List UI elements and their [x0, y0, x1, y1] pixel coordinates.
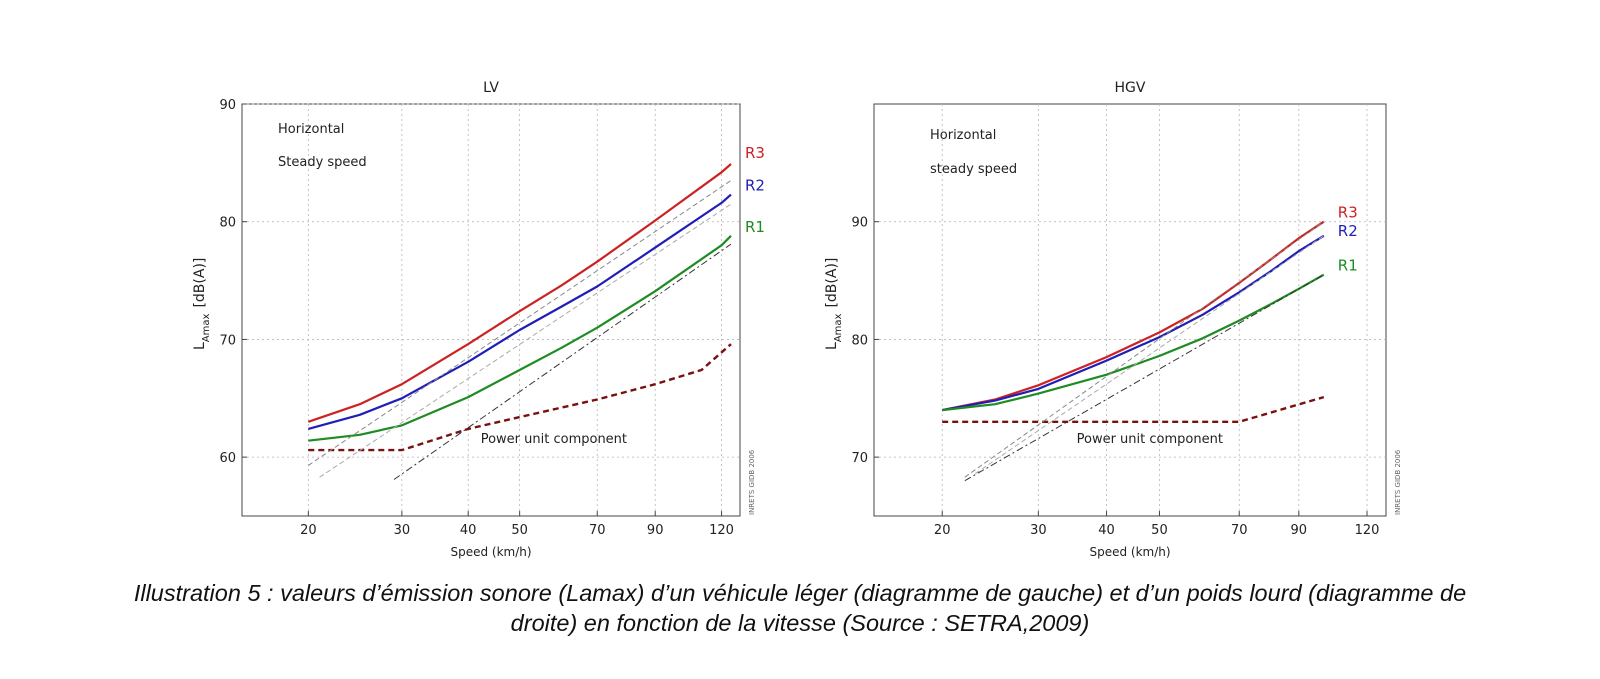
series-line-dashed — [319, 203, 732, 478]
chart-hgv: 20 30 40 50 70 90 120 70 80 90 HGV Speed (km/h) LAma… — [824, 80, 1402, 559]
x-tick-label: 30 — [394, 523, 411, 538]
annotation-text: Horizontal — [278, 122, 344, 137]
charts-canvas: 20 30 40 50 70 90 120 60 70 80 90 LV Speed (km/h) LAm… — [192, 80, 1402, 559]
x-tick-label: 30 — [1030, 523, 1047, 538]
annotation-text: Horizontal — [930, 128, 996, 143]
plot-frame — [873, 103, 1387, 517]
x-tick-label: 70 — [589, 523, 606, 538]
chart-lv: 20 30 40 50 70 90 120 60 70 80 90 LV Speed (km/h) LAm… — [192, 80, 765, 559]
annotation-text: Steady speed — [278, 155, 367, 170]
watermark-text: INRETS GIDB 2006 — [1394, 449, 1402, 515]
x-axis-label: Speed (km/h) — [450, 545, 531, 559]
series-line-dashdot — [964, 274, 1325, 482]
y-tick-label: 80 — [851, 333, 868, 348]
series-line-r2 — [308, 193, 732, 430]
series-line-r1 — [942, 273, 1325, 412]
series-label-r3: R3 — [1338, 204, 1358, 222]
y-tick-label: 90 — [219, 98, 236, 113]
y-tick-label: 70 — [851, 451, 868, 466]
x-tick-label: 50 — [1151, 523, 1168, 538]
x-tick-label: 40 — [460, 523, 477, 538]
series-line-dashed-bold — [308, 343, 732, 452]
figure-caption: Illustration 5 : valeurs d’émission sono… — [0, 578, 1600, 638]
x-tick-label: 120 — [709, 523, 734, 538]
series-label-r1: R1 — [745, 218, 765, 236]
y-tick-label: 60 — [219, 451, 236, 466]
y-axis-label: LAmax[dB(A)] — [192, 258, 212, 350]
series-line-dashed-bold — [942, 395, 1325, 423]
caption-line-1: Illustration 5 : valeurs d’émission sono… — [133, 580, 1467, 606]
annotation-text: steady speed — [930, 162, 1017, 177]
x-tick-label: 50 — [511, 523, 528, 538]
series-label-r2: R2 — [745, 177, 765, 195]
x-tick-label: 40 — [1098, 523, 1115, 538]
watermark-text: INRETS GIDB 2006 — [748, 449, 756, 515]
series-label-r1: R1 — [1338, 257, 1358, 275]
y-axis-label: LAmax[dB(A)] — [824, 258, 844, 350]
caption-line-2: droite) en fonction de la vitesse (Sourc… — [510, 610, 1090, 636]
x-axis-label: Speed (km/h) — [1089, 545, 1170, 559]
x-tick-label: 20 — [300, 523, 317, 538]
plot-frame — [241, 103, 741, 517]
series-label-r2: R2 — [1338, 222, 1358, 240]
series-line-r2 — [942, 234, 1325, 412]
series-line-r1 — [308, 235, 732, 442]
power-unit-label: Power unit component — [481, 432, 627, 447]
x-tick-label: 90 — [647, 523, 664, 538]
power-unit-label: Power unit component — [1077, 432, 1223, 447]
y-tick-label: 80 — [219, 216, 236, 231]
series-line-r3 — [941, 220, 1325, 412]
chart-title: HGV — [1115, 80, 1146, 96]
x-tick-label: 90 — [1291, 523, 1308, 538]
series-label-r3: R3 — [745, 144, 765, 162]
series-line-dashed — [308, 180, 732, 466]
y-tick-label: 70 — [219, 333, 236, 348]
series-line-dashdot — [393, 243, 732, 480]
series-line-r3 — [307, 163, 732, 423]
x-tick-label: 120 — [1355, 523, 1380, 538]
series-line-dashed — [964, 221, 1325, 478]
series-line-dashed — [975, 235, 1325, 475]
y-tick-label: 90 — [851, 216, 868, 231]
x-tick-label: 70 — [1231, 523, 1248, 538]
x-tick-label: 20 — [934, 523, 951, 538]
chart-title: LV — [483, 80, 499, 96]
